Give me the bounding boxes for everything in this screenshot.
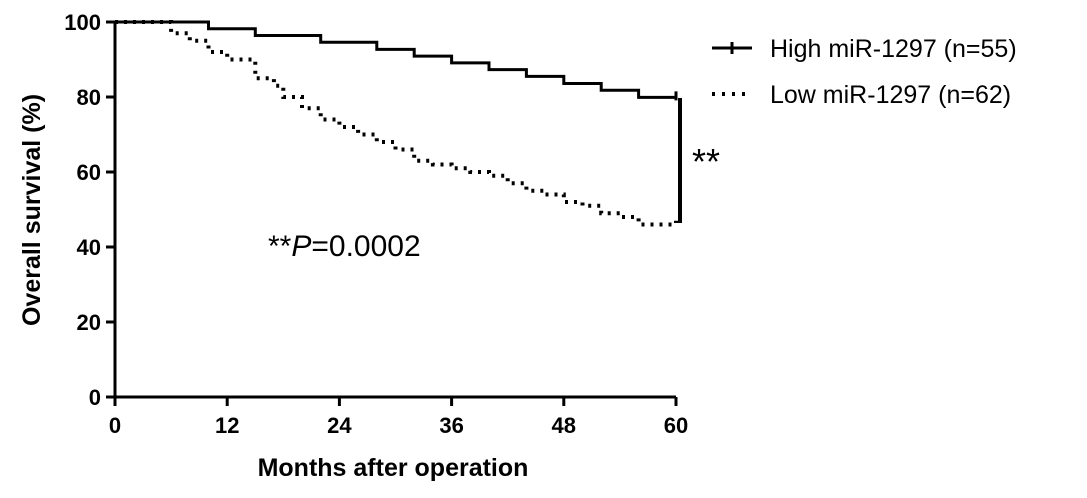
- x-tick-label: 0: [109, 413, 121, 438]
- y-tick-label: 80: [77, 85, 101, 110]
- legend-label-low: Low miR-1297 (n=62): [770, 81, 1011, 109]
- p-value-symbol: P: [291, 230, 311, 263]
- series-layer: [115, 20, 678, 227]
- y-tick-label: 0: [89, 385, 101, 410]
- series-line-low: [115, 20, 678, 227]
- legend-label-high: High miR-1297 (n=55): [770, 35, 1017, 63]
- p-value-prefix: **: [268, 230, 292, 263]
- legend: High miR-1297 (n=55) Low miR-1297 (n=62): [712, 35, 1017, 109]
- axes: 0 20 40 60 80 100 0 12 24 36 48 60: [64, 10, 688, 438]
- x-tick-label: 48: [552, 413, 576, 438]
- significance-stars: **: [692, 141, 720, 182]
- x-tick-label: 12: [215, 413, 239, 438]
- y-tick-label: 100: [64, 10, 101, 35]
- y-tick-label: 40: [77, 235, 101, 260]
- x-tick-label: 24: [327, 413, 352, 438]
- y-tick-label: 20: [77, 310, 101, 335]
- y-axis-title: Overall survival (%): [18, 94, 46, 326]
- x-tick-label: 36: [439, 413, 463, 438]
- y-tick-label: 60: [77, 160, 101, 185]
- legend-item-high: High miR-1297 (n=55): [712, 35, 1017, 63]
- p-value-annotation: **P=0.0002: [268, 230, 421, 263]
- x-tick-label: 60: [664, 413, 688, 438]
- x-axis-title: Months after operation: [258, 454, 529, 482]
- series-line-high: [115, 20, 676, 99]
- p-value-number: =0.0002: [311, 230, 420, 263]
- legend-item-low: Low miR-1297 (n=62): [712, 81, 1011, 109]
